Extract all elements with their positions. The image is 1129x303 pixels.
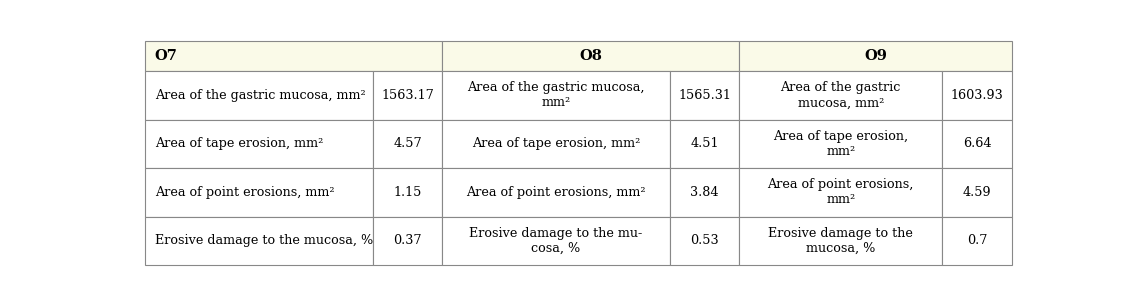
Bar: [739, 217, 943, 265]
Bar: [146, 120, 373, 168]
Bar: [146, 71, 373, 120]
Bar: [669, 217, 739, 265]
Bar: [146, 217, 373, 265]
Text: 1565.31: 1565.31: [679, 89, 730, 102]
Text: 3.84: 3.84: [690, 186, 719, 199]
Bar: [943, 71, 1012, 120]
Text: Area of point erosions, mm²: Area of point erosions, mm²: [466, 186, 646, 199]
Bar: [669, 120, 739, 168]
Bar: [669, 71, 739, 120]
Text: 1.15: 1.15: [393, 186, 422, 199]
Text: O9: O9: [864, 49, 887, 63]
Text: 0.53: 0.53: [690, 234, 719, 247]
Bar: [373, 120, 443, 168]
Text: Area of tape erosion,
mm²: Area of tape erosion, mm²: [773, 130, 909, 158]
Bar: [739, 120, 943, 168]
Bar: [373, 217, 443, 265]
Bar: [739, 41, 1012, 71]
Text: 4.57: 4.57: [393, 138, 422, 150]
Text: O8: O8: [579, 49, 602, 63]
Text: 6.64: 6.64: [963, 138, 991, 150]
Bar: [739, 71, 943, 120]
Text: 1563.17: 1563.17: [382, 89, 434, 102]
Text: Area of the gastric mucosa,
mm²: Area of the gastric mucosa, mm²: [467, 82, 645, 109]
Text: Area of the gastric
mucosa, mm²: Area of the gastric mucosa, mm²: [780, 82, 901, 109]
Bar: [443, 120, 669, 168]
Text: Erosive damage to the mu-
cosa, %: Erosive damage to the mu- cosa, %: [470, 227, 642, 255]
Text: Area of the gastric mucosa, mm²: Area of the gastric mucosa, mm²: [155, 89, 365, 102]
Bar: [739, 168, 943, 217]
Text: Area of tape erosion, mm²: Area of tape erosion, mm²: [155, 138, 323, 150]
Bar: [943, 120, 1012, 168]
Bar: [669, 168, 739, 217]
Text: Erosive damage to the
mucosa, %: Erosive damage to the mucosa, %: [769, 227, 913, 255]
Bar: [373, 71, 443, 120]
Text: Erosive damage to the mucosa, %: Erosive damage to the mucosa, %: [155, 234, 373, 247]
Bar: [943, 217, 1012, 265]
Text: 4.51: 4.51: [690, 138, 719, 150]
Text: Area of point erosions, mm²: Area of point erosions, mm²: [155, 186, 334, 199]
Text: 4.59: 4.59: [963, 186, 991, 199]
Bar: [146, 41, 443, 71]
Bar: [443, 71, 669, 120]
Bar: [146, 168, 373, 217]
Text: 0.7: 0.7: [966, 234, 987, 247]
Text: Area of point erosions,
mm²: Area of point erosions, mm²: [768, 178, 913, 206]
Text: O7: O7: [155, 49, 177, 63]
Bar: [443, 168, 669, 217]
Bar: [443, 41, 739, 71]
Text: 0.37: 0.37: [393, 234, 422, 247]
Bar: [373, 168, 443, 217]
Bar: [443, 217, 669, 265]
Text: Area of tape erosion, mm²: Area of tape erosion, mm²: [472, 138, 640, 150]
Bar: [943, 168, 1012, 217]
Text: 1603.93: 1603.93: [951, 89, 1004, 102]
